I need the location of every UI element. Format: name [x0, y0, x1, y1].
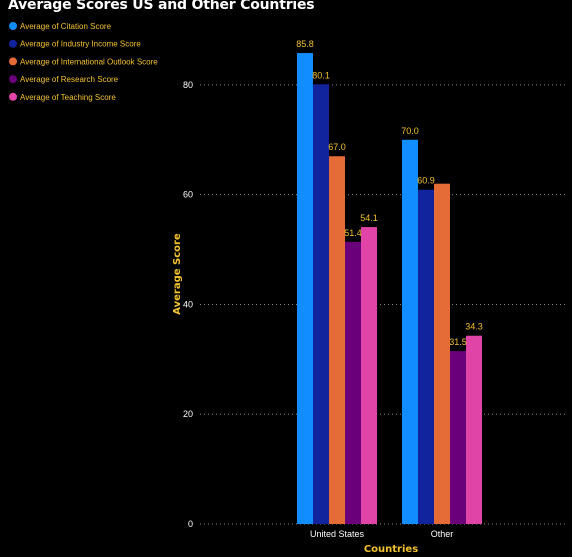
chart-title: Average Scores US and Other Countries [8, 0, 315, 13]
x-tick-label: United States [310, 529, 365, 539]
legend-label: Average of Industry Income Score [20, 40, 141, 49]
data-label: 80.1 [312, 70, 330, 80]
x-axis-ticks: United States Other [310, 529, 453, 539]
data-labels: 85.8 80.1 67.0 51.4 54.1 70.0 60.9 31.5 34.3 [296, 39, 483, 347]
bar [313, 84, 329, 524]
data-label: 85.8 [296, 39, 314, 49]
legend-marker [9, 92, 17, 101]
legend-item[interactable]: Average of Citation Score [9, 22, 112, 31]
data-label: 54.1 [360, 213, 378, 223]
bar [329, 156, 345, 524]
legend-item[interactable]: Average of International Outlook Score [9, 57, 158, 66]
y-tick-label: 20 [183, 409, 193, 419]
bar [466, 335, 482, 524]
legend-marker [9, 22, 17, 30]
legend-marker [9, 57, 17, 66]
y-tick-label: 60 [183, 190, 193, 200]
y-axis-ticks: 0 20 40 60 80 [183, 80, 193, 529]
legend[interactable]: Average of Citation Score Average of Indu… [9, 22, 158, 102]
bar [361, 227, 377, 524]
bar [297, 53, 313, 524]
bar [345, 241, 361, 525]
bars [297, 53, 482, 525]
legend-marker [9, 39, 17, 48]
y-tick-label: 0 [188, 519, 193, 529]
bar [450, 351, 466, 524]
data-label: 67.0 [328, 142, 346, 152]
x-axis-title: Countries [364, 544, 418, 555]
bar [434, 183, 450, 524]
legend-marker [9, 75, 17, 84]
bar [418, 189, 434, 524]
legend-label: Average of International Outlook Score [20, 57, 158, 66]
bar [402, 139, 418, 524]
data-label: 60.9 [417, 176, 435, 186]
legend-label: Average of Teaching Score [20, 93, 116, 102]
data-label: 31.5 [449, 337, 467, 347]
data-label: 70.0 [401, 126, 419, 136]
x-tick-label: Other [431, 529, 454, 539]
legend-item[interactable]: Average of Teaching Score [9, 92, 116, 102]
data-label: 34.3 [465, 322, 483, 332]
y-tick-label: 80 [183, 80, 193, 90]
gridlines [200, 84, 566, 525]
legend-label: Average of Research Score [20, 75, 119, 84]
data-label: 51.4 [344, 228, 362, 238]
legend-item[interactable]: Average of Industry Income Score [9, 39, 141, 49]
legend-label: Average of Citation Score [20, 22, 112, 31]
legend-item[interactable]: Average of Research Score [9, 75, 119, 84]
y-tick-label: 40 [183, 299, 193, 309]
y-axis-title: Average Score [172, 233, 183, 315]
